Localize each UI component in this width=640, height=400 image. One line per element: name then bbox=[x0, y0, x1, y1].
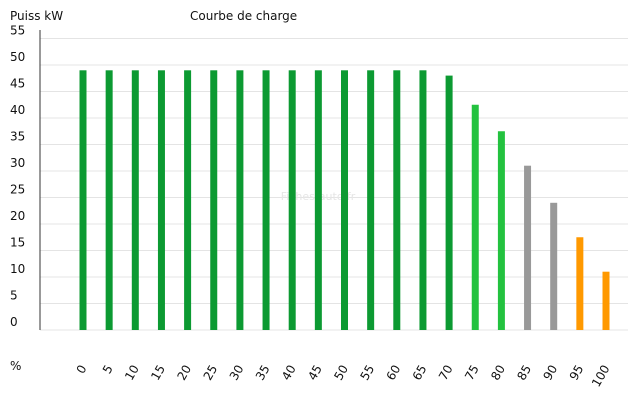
x-tick-label: 0 bbox=[74, 363, 90, 377]
bar bbox=[79, 70, 87, 331]
y-tick-label: 50 bbox=[10, 50, 25, 64]
bar bbox=[602, 271, 610, 330]
x-tick-label: 25 bbox=[201, 363, 221, 383]
y-tick-label: 0 bbox=[10, 315, 18, 329]
y-tick-label: 45 bbox=[10, 77, 25, 91]
bar bbox=[105, 70, 113, 331]
bar bbox=[524, 165, 532, 330]
x-tick-label: 70 bbox=[436, 363, 456, 383]
y-tick-label: 40 bbox=[10, 103, 25, 117]
x-tick-label: 85 bbox=[514, 363, 534, 383]
y-tick-label: 15 bbox=[10, 236, 25, 250]
bar bbox=[471, 104, 479, 330]
x-tick-label: 50 bbox=[331, 363, 351, 383]
bar bbox=[367, 70, 375, 331]
bar bbox=[210, 70, 218, 331]
y-axis-title: Puiss kW bbox=[10, 9, 63, 23]
bar bbox=[497, 131, 505, 330]
x-tick-label: 5 bbox=[100, 363, 116, 377]
y-tick-label: 30 bbox=[10, 156, 25, 170]
x-tick-label: 75 bbox=[462, 363, 482, 383]
x-tick-label: 65 bbox=[410, 363, 430, 383]
bar bbox=[550, 202, 558, 330]
x-axis-title: % bbox=[10, 359, 21, 373]
y-tick-label: 25 bbox=[10, 183, 25, 197]
x-tick-label: 95 bbox=[567, 363, 587, 383]
bar bbox=[288, 70, 296, 331]
x-tick-label: 35 bbox=[253, 363, 273, 383]
bar bbox=[419, 70, 427, 331]
bar bbox=[445, 75, 453, 330]
x-tick-label: 30 bbox=[227, 363, 247, 383]
bar bbox=[184, 70, 192, 331]
x-tick-label: 45 bbox=[305, 363, 325, 383]
x-tick-label: 20 bbox=[174, 363, 194, 383]
x-tick-label: 55 bbox=[357, 363, 377, 383]
bar bbox=[341, 70, 348, 331]
x-tick-label: 15 bbox=[148, 363, 168, 383]
y-tick-label: 35 bbox=[10, 130, 25, 144]
x-tick-label: 60 bbox=[384, 363, 404, 383]
bar bbox=[157, 70, 165, 331]
y-tick-label: 10 bbox=[10, 262, 25, 276]
bar bbox=[262, 70, 270, 331]
y-tick-label: 55 bbox=[10, 24, 25, 38]
y-tick-label: 20 bbox=[10, 209, 25, 223]
x-tick-label: 10 bbox=[122, 363, 142, 383]
bar bbox=[576, 237, 584, 330]
x-tick-label: 90 bbox=[541, 363, 561, 383]
x-tick-label: 80 bbox=[488, 363, 508, 383]
x-tick-label: 40 bbox=[279, 363, 299, 383]
bar bbox=[393, 70, 401, 331]
bar bbox=[131, 70, 139, 331]
bar bbox=[314, 70, 322, 331]
y-tick-label: 5 bbox=[10, 289, 18, 303]
x-tick-label: 100 bbox=[589, 363, 613, 390]
chart-title: Courbe de charge bbox=[190, 9, 297, 23]
bar bbox=[236, 70, 244, 331]
